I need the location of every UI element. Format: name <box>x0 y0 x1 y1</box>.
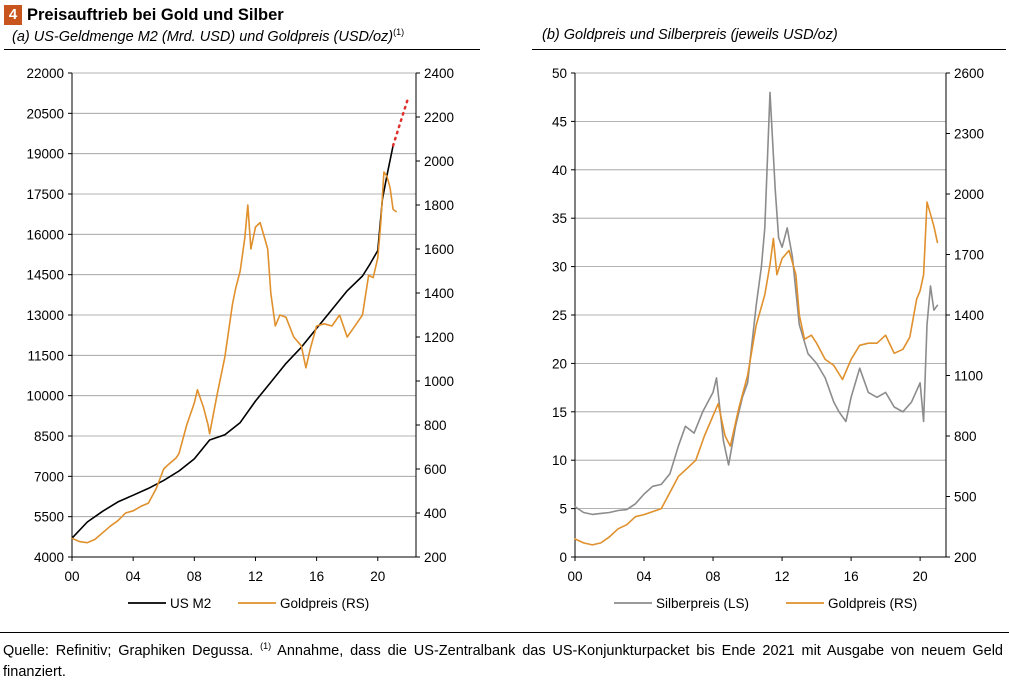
chart-b-left-tick-label: 5 <box>559 502 567 517</box>
chart-a-left-tick-label: 17500 <box>26 187 64 202</box>
chart-a-left-tick-label: 20500 <box>26 106 64 121</box>
chart-a-right-tick-label: 1600 <box>424 242 454 257</box>
chart-b-right-tick-label: 200 <box>954 550 977 565</box>
chart-b-header-rule <box>532 49 1006 50</box>
chart-b-legend-label: Silberpreis (LS) <box>656 596 749 611</box>
chart-a-left-tick-label: 11500 <box>27 348 64 363</box>
chart-b-x-tick-label: 08 <box>706 569 721 584</box>
footnote-rule <box>0 632 1009 633</box>
chart-b-left-tick-label: 25 <box>552 308 567 323</box>
chart-b-left-tick-label: 10 <box>552 453 567 468</box>
chart-b-right-tick-label: 2000 <box>954 187 984 202</box>
chart-b-left-tick-label: 20 <box>552 356 567 371</box>
chart-b-x-tick-label: 12 <box>775 569 790 584</box>
chart-b-legend-label: Goldpreis (RS) <box>828 596 917 611</box>
chart-a-x-tick-label: 16 <box>309 569 324 584</box>
figure-header: 4 Preisauftrieb bei Gold und Silber <box>4 4 284 26</box>
figure-number: 4 <box>4 5 22 25</box>
chart-b-series-silberpreis-ls <box>574 91 939 516</box>
chart-a-right-tick-label: 1000 <box>424 374 454 389</box>
figure-title: Preisauftrieb bei Gold und Silber <box>27 5 284 24</box>
chart-a-right-tick-label: 1800 <box>424 198 454 213</box>
chart-b-right-tick-label: 1400 <box>954 308 984 323</box>
chart-b-left-tick-label: 15 <box>552 405 567 420</box>
footnote: Quelle: Refinitiv; Graphiken Degussa. (1… <box>3 636 1003 683</box>
chart-a-x-tick-label: 20 <box>370 569 385 584</box>
chart-b-left-tick-label: 30 <box>552 260 567 275</box>
chart-b-left-tick-label: 40 <box>552 163 567 178</box>
chart-a-right-tick-label: 2200 <box>424 110 454 125</box>
chart-b-x-tick-label: 00 <box>567 569 582 584</box>
chart-a-right-tick-label: 1200 <box>424 330 454 345</box>
chart-b-subtitle: (b) Goldpreis und Silberpreis (jeweils U… <box>542 27 838 43</box>
chart-a-left-tick-label: 19000 <box>26 147 64 162</box>
chart-b-series-goldpreis-rs <box>574 201 939 546</box>
chart-a-x-tick-label: 12 <box>248 569 263 584</box>
chart-b-right-tick-label: 1100 <box>954 369 983 384</box>
footnote-text: Annahme, dass die US-Zentralbank das US-… <box>3 642 1004 680</box>
chart-b-left-tick-label: 0 <box>559 550 567 565</box>
chart-b-x-tick-label: 04 <box>637 569 653 584</box>
chart-b-right-tick-label: 2300 <box>954 127 984 142</box>
chart-a-left-tick-label: 4000 <box>34 550 64 565</box>
chart-a-right-tick-label: 400 <box>424 506 447 521</box>
chart-a-left-tick-label: 13000 <box>26 308 64 323</box>
chart-b-right-tick-label: 800 <box>954 429 977 444</box>
chart-a-right-tick-label: 1400 <box>424 286 454 301</box>
chart-a-x-tick-label: 04 <box>126 569 142 584</box>
footnote-source: Quelle: Refinitiv; Graphiken Degussa. <box>3 642 254 659</box>
chart-a-x-tick-label: 08 <box>187 569 202 584</box>
chart-a-series-projektion <box>391 95 410 147</box>
chart-a-legend-label: Goldpreis (RS) <box>280 596 369 611</box>
chart-a-subtitle: (a) US-Geldmenge M2 (Mrd. USD) und Goldp… <box>12 27 404 45</box>
chart-a-header-rule <box>4 49 480 50</box>
chart-a-right-tick-label: 200 <box>424 550 447 565</box>
chart-a-left-tick-label: 8500 <box>34 429 64 444</box>
chart-a-left-tick-label: 5500 <box>34 510 64 525</box>
chart-b-x-tick-label: 16 <box>844 569 859 584</box>
chart-a-series-us-m2 <box>71 144 394 540</box>
chart-b-left-tick-label: 50 <box>552 66 567 81</box>
chart-b-right-tick-label: 1700 <box>954 248 984 263</box>
chart-a-legend-label: US M2 <box>170 596 211 611</box>
charts-canvas: 4000550070008500100001150013000145001600… <box>26 66 984 611</box>
chart-a-right-tick-label: 800 <box>424 418 447 433</box>
chart-b-left-tick-label: 45 <box>552 114 567 129</box>
chart-b-right-tick-label: 500 <box>954 490 977 505</box>
chart-a-subtitle-text: (a) US-Geldmenge M2 (Mrd. USD) und Goldp… <box>12 28 394 45</box>
chart-b-x-tick-label: 20 <box>913 569 928 584</box>
chart-a-series-goldpreis-rs <box>71 171 397 544</box>
footnote-marker: (1) <box>260 641 272 651</box>
chart-a-left-tick-label: 16000 <box>26 227 64 242</box>
chart-b-left-tick-label: 35 <box>552 211 567 226</box>
chart-a-left-tick-label: 10000 <box>26 389 64 404</box>
chart-a-left-tick-label: 7000 <box>34 469 64 484</box>
chart-a-right-tick-label: 600 <box>424 462 447 477</box>
chart-a-right-tick-label: 2400 <box>424 66 454 81</box>
chart-a-subtitle-marker: (1) <box>393 27 405 37</box>
chart-a-left-tick-label: 22000 <box>26 66 64 81</box>
chart-a-x-tick-label: 00 <box>64 569 79 584</box>
chart-a-left-tick-label: 14500 <box>26 268 64 283</box>
chart-b-right-tick-label: 2600 <box>954 66 984 81</box>
chart-a-right-tick-label: 2000 <box>424 154 454 169</box>
